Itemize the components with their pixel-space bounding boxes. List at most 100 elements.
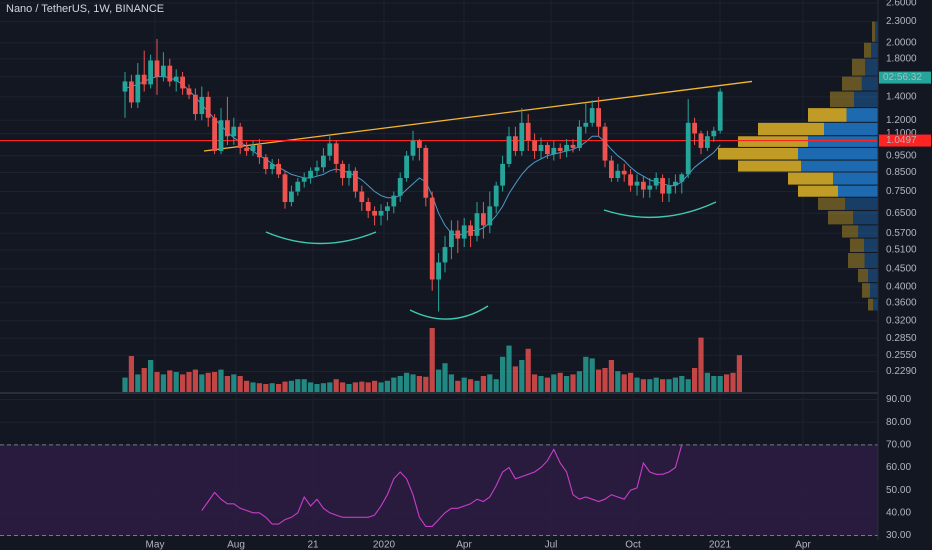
volume-bar bbox=[608, 360, 614, 392]
candle-body bbox=[385, 206, 390, 211]
candle-body bbox=[231, 126, 237, 137]
candle-body bbox=[589, 108, 595, 123]
candle-body bbox=[449, 230, 454, 248]
volume-profile-bar-buy bbox=[853, 210, 878, 225]
candle-body bbox=[506, 136, 512, 164]
price-tick-label: 0.2850 bbox=[886, 333, 917, 344]
price-tick-label: 0.3600 bbox=[886, 297, 917, 308]
price-tick-label: 0.8500 bbox=[886, 167, 917, 178]
volume-bar bbox=[512, 366, 518, 392]
candle-body bbox=[711, 130, 717, 137]
volume-bar bbox=[532, 374, 538, 392]
volume-bar bbox=[653, 377, 659, 392]
rsi-tick-label: 80.00 bbox=[886, 417, 911, 428]
volume-bar bbox=[237, 376, 243, 392]
volume-bar bbox=[455, 380, 461, 392]
candle-body bbox=[404, 155, 409, 179]
volume-profile-bar-sell bbox=[858, 269, 868, 283]
time-tick-label: Apr bbox=[795, 540, 811, 550]
volume-bar bbox=[519, 360, 525, 392]
volume-bar bbox=[282, 381, 288, 392]
candle-body bbox=[468, 225, 473, 236]
candle-body bbox=[340, 163, 345, 179]
candle-body bbox=[353, 170, 358, 192]
neckline-arc-left bbox=[265, 231, 377, 245]
volume-bar bbox=[544, 377, 550, 392]
candle-body bbox=[282, 174, 288, 203]
volume-profile-bar-buy bbox=[865, 58, 878, 76]
candle-body bbox=[692, 122, 697, 134]
volume-profile-bar-buy bbox=[875, 21, 878, 42]
time-tick-label: 21 bbox=[307, 540, 319, 550]
volume-bar bbox=[340, 382, 346, 392]
candle-body bbox=[487, 206, 493, 226]
price-tick-label: 0.4500 bbox=[886, 264, 917, 275]
volume-profile-bar-sell bbox=[850, 238, 864, 253]
volume-bar bbox=[122, 377, 128, 392]
volume-bar bbox=[666, 379, 672, 392]
volume-profile-bar-sell bbox=[872, 21, 875, 42]
volume-bar bbox=[538, 376, 544, 392]
candle-body bbox=[615, 170, 621, 179]
candle-body bbox=[436, 262, 441, 280]
volume-bar bbox=[570, 374, 576, 392]
volume-bar bbox=[442, 363, 448, 392]
volume-bar bbox=[148, 360, 154, 392]
candle-body bbox=[141, 74, 147, 85]
volume-bar bbox=[493, 379, 499, 392]
volume-profile-bar-sell bbox=[788, 172, 833, 185]
candle-body bbox=[193, 94, 198, 115]
rsi-tick-label: 40.00 bbox=[886, 507, 911, 518]
volume-bar bbox=[500, 356, 506, 392]
price-tick-label: 0.9500 bbox=[886, 150, 917, 161]
volume-profile-bar-sell bbox=[808, 108, 847, 122]
neckline-arc-bottom bbox=[409, 305, 489, 320]
candle-body bbox=[429, 197, 435, 280]
moving-average-line bbox=[124, 76, 721, 237]
candle-body bbox=[391, 195, 397, 207]
volume-bar bbox=[602, 368, 608, 392]
candle-body bbox=[346, 170, 352, 179]
volume-profile-bar-buy bbox=[801, 160, 878, 172]
price-tick-label: 1.2000 bbox=[886, 115, 917, 126]
volume-profile-bar-buy bbox=[864, 238, 878, 253]
candle-body bbox=[289, 191, 294, 203]
volume-bar bbox=[692, 368, 698, 392]
volume-bar bbox=[160, 374, 166, 392]
candle-body bbox=[212, 117, 217, 151]
candle-body bbox=[628, 174, 633, 186]
candle-body bbox=[135, 74, 141, 103]
candle-body bbox=[237, 126, 243, 148]
volume-bar bbox=[212, 372, 218, 392]
volume-bar bbox=[480, 376, 486, 392]
volume-profile bbox=[718, 21, 878, 311]
price-tick-label: 0.5100 bbox=[886, 245, 917, 256]
candle-body bbox=[570, 144, 576, 148]
volume-bar bbox=[256, 383, 262, 392]
candle-body bbox=[410, 140, 416, 156]
volume-profile-bar-buy bbox=[854, 91, 878, 108]
volume-profile-bar-sell bbox=[718, 147, 798, 160]
chart-title: Nano / TetherUS, 1W, BINANCE bbox=[6, 3, 165, 15]
volume-bar bbox=[660, 379, 666, 392]
volume-profile-bar-buy bbox=[845, 197, 878, 210]
candle-body bbox=[257, 144, 262, 158]
price-tick-label: 0.2290 bbox=[886, 366, 917, 377]
candle-body bbox=[417, 140, 422, 148]
volume-bar bbox=[583, 356, 589, 392]
candle-body bbox=[525, 122, 531, 141]
rsi-tick-label: 90.00 bbox=[886, 394, 911, 405]
volume-profile-bar-buy bbox=[871, 42, 878, 58]
candle-body bbox=[557, 147, 563, 151]
volume-bar bbox=[621, 374, 627, 392]
volume-bar bbox=[685, 379, 691, 392]
rsi-panel bbox=[0, 392, 932, 536]
volume-bar bbox=[628, 372, 634, 392]
candle-body bbox=[218, 120, 224, 151]
candle-body bbox=[378, 210, 384, 216]
volume-bar bbox=[173, 372, 179, 392]
candle-body bbox=[154, 60, 160, 77]
candle-body bbox=[545, 144, 550, 155]
rsi-band bbox=[0, 444, 878, 536]
